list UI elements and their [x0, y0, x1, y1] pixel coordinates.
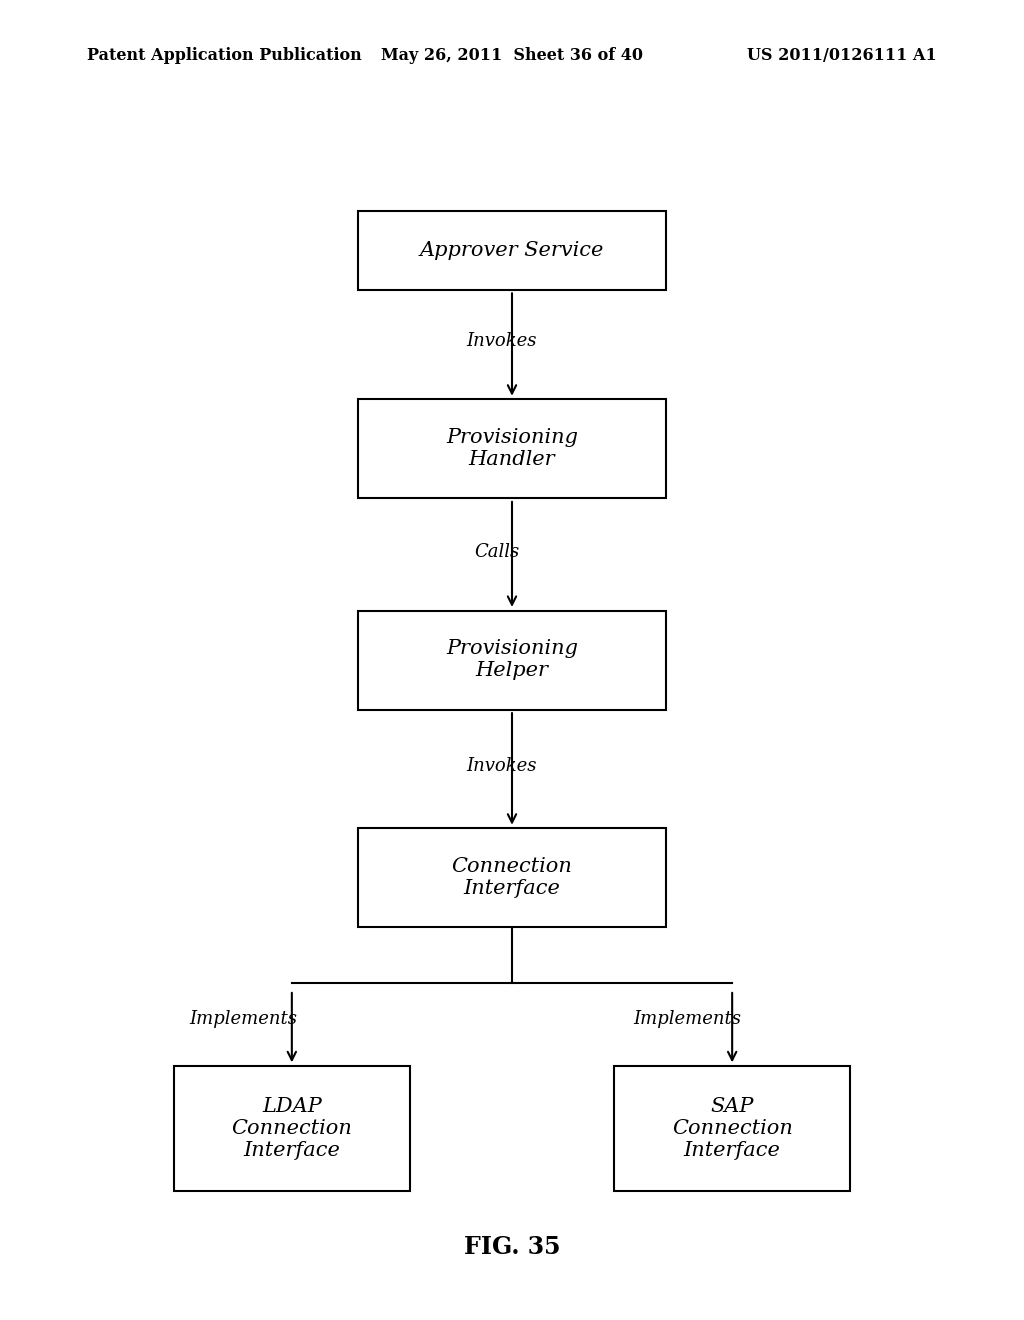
Text: Invokes: Invokes	[466, 756, 537, 775]
Text: SAP
Connection
Interface: SAP Connection Interface	[672, 1097, 793, 1160]
Text: Patent Application Publication: Patent Application Publication	[87, 48, 361, 63]
Text: May 26, 2011  Sheet 36 of 40: May 26, 2011 Sheet 36 of 40	[381, 48, 643, 63]
Text: Calls: Calls	[474, 543, 519, 561]
Text: Approver Service: Approver Service	[420, 242, 604, 260]
FancyBboxPatch shape	[614, 1067, 850, 1191]
FancyBboxPatch shape	[358, 829, 666, 927]
Text: US 2011/0126111 A1: US 2011/0126111 A1	[748, 48, 937, 63]
Text: Implements: Implements	[633, 1010, 740, 1028]
FancyBboxPatch shape	[358, 211, 666, 290]
Text: Invokes: Invokes	[466, 331, 537, 350]
FancyBboxPatch shape	[174, 1067, 410, 1191]
FancyBboxPatch shape	[358, 610, 666, 710]
Text: Implements: Implements	[189, 1010, 297, 1028]
Text: Provisioning
Handler: Provisioning Handler	[446, 428, 578, 470]
Text: Connection
Interface: Connection Interface	[452, 857, 572, 899]
Text: Provisioning
Helper: Provisioning Helper	[446, 639, 578, 681]
FancyBboxPatch shape	[358, 399, 666, 498]
Text: FIG. 35: FIG. 35	[464, 1236, 560, 1259]
Text: LDAP
Connection
Interface: LDAP Connection Interface	[231, 1097, 352, 1160]
